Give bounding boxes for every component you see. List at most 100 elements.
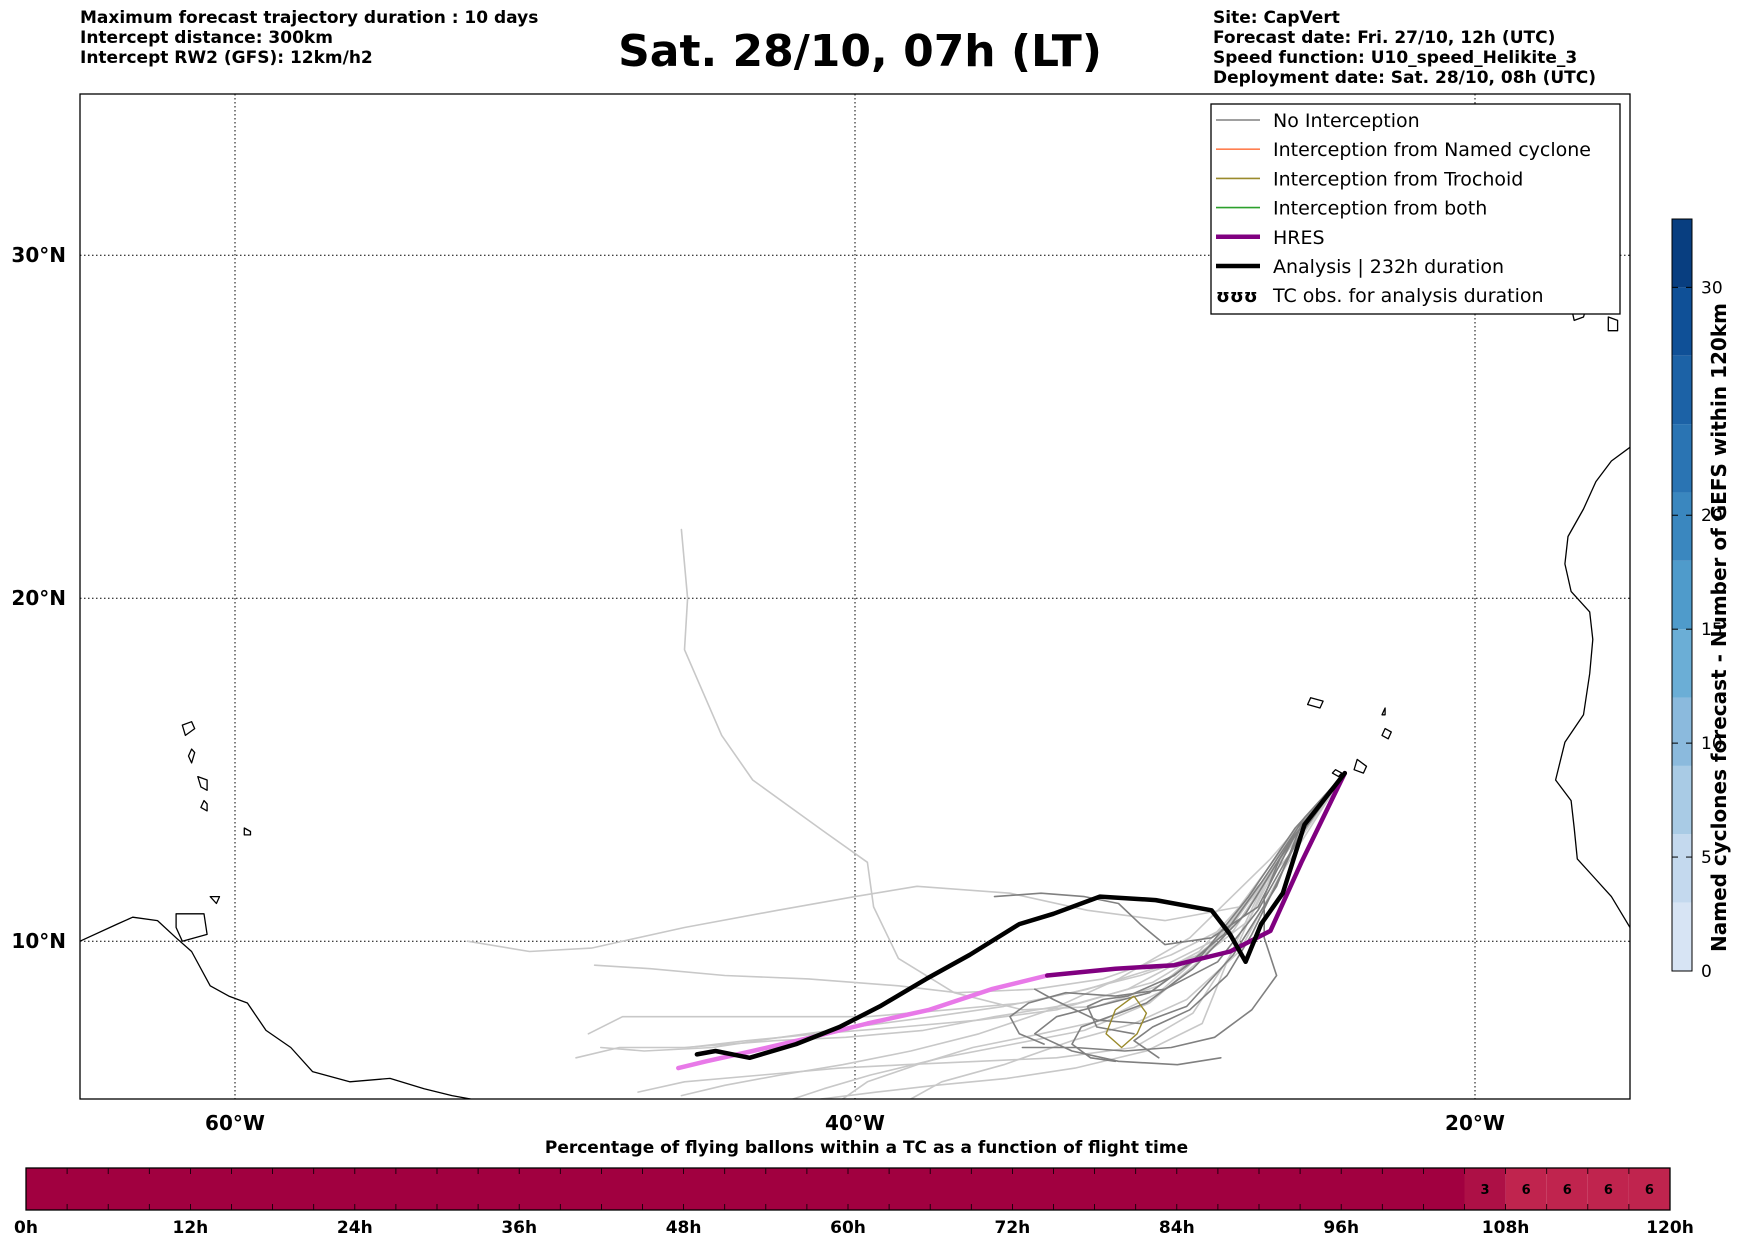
ensemble-trajectory xyxy=(599,772,1346,1052)
trajectories xyxy=(466,528,1348,1099)
info-deployment-date: Deployment date: Sat. 28/10, 08h (UTC) xyxy=(1213,68,1597,88)
analysis-trajectory xyxy=(694,770,1348,1061)
colorbar-segment xyxy=(1672,287,1692,356)
legend-label-analysis-232h-duration: Analysis | 232h duration xyxy=(1273,256,1504,278)
legend-label-interception-from-both: Interception from both xyxy=(1273,198,1487,220)
ensemble-trajectory xyxy=(575,772,1346,1059)
lon-label: 40°W xyxy=(825,1111,885,1135)
coastline-santo-antao xyxy=(1306,697,1324,709)
hres-trajectory xyxy=(1044,770,1348,978)
ensemble-trajectory xyxy=(466,772,1346,953)
coastline-fuerteventura xyxy=(1646,300,1668,321)
colorbar-segment xyxy=(1672,492,1692,561)
timebar-tick-label: 12h xyxy=(173,1218,209,1238)
ensemble-trajectory xyxy=(1021,772,1346,1052)
ensemble-trajectory xyxy=(820,772,1346,1099)
map-axis-labels: 60°W 40°W 20°W 30°N 20°N 10°N xyxy=(11,243,1505,1135)
colorbar-segment xyxy=(1672,902,1692,971)
timebar-tick-label: 108h xyxy=(1482,1218,1530,1238)
lat-label: 20°N xyxy=(11,586,66,610)
lat-label: 10°N xyxy=(11,929,66,953)
colorbar-segment xyxy=(1672,697,1692,766)
legend-label-tc-obs-for-analysis-duration: TC obs. for analysis duration xyxy=(1272,285,1544,307)
header-left-info: Maximum forecast trajectory duration : 1… xyxy=(80,8,538,68)
timebar-frame xyxy=(25,1167,1671,1211)
legend-box xyxy=(1210,103,1621,315)
ensemble-trajectory xyxy=(587,772,1346,1035)
coastline-barbados xyxy=(243,827,252,836)
map-grid xyxy=(80,94,1630,1099)
colorbar-frame xyxy=(1671,218,1693,972)
timebar-tick-label: 72h xyxy=(995,1218,1031,1238)
map-legend: No Interception Interception from Named c… xyxy=(1210,103,1621,315)
cyclone-colorbar: 0 5 10 15 20 30 xyxy=(1671,218,1723,982)
ensemble-trajectory xyxy=(841,772,1346,1099)
timebar-tick-label: 96h xyxy=(1323,1218,1359,1238)
timebar-cell-value: 6 xyxy=(1563,1183,1572,1198)
coastline-santiago xyxy=(1353,758,1368,774)
coastline-fogo xyxy=(1331,769,1343,778)
coastline-south-america-coast xyxy=(80,916,471,1099)
ensemble-trajectory xyxy=(680,772,1346,1097)
coastline-trinidad xyxy=(175,913,208,942)
ensemble-trajectory xyxy=(593,772,1346,994)
timebar-cell-value: 6 xyxy=(1645,1183,1654,1198)
info-site: Site: CapVert xyxy=(1213,8,1340,28)
info-max-duration: Maximum forecast trajectory duration : 1… xyxy=(80,8,539,28)
ensemble-trajectory xyxy=(1034,772,1346,1025)
ensemble-trajectory xyxy=(1086,772,1346,1035)
info-intercept-distance: Intercept distance: 300km xyxy=(80,28,333,48)
coastline-guadeloupe xyxy=(181,721,196,737)
hres-trajectory-late xyxy=(676,973,1050,1071)
coastline-boa-vista xyxy=(1381,727,1392,740)
info-forecast-date: Forecast date: Fri. 27/10, 12h (UTC) xyxy=(1213,28,1556,48)
legend-label-no-interception: No Interception xyxy=(1273,110,1420,132)
coastlines xyxy=(80,295,1668,1099)
ensemble-trajectory xyxy=(1009,772,1346,1045)
coastline-sal xyxy=(1381,707,1386,716)
colorbar-segment xyxy=(1672,834,1692,903)
legend-label-interception-from-named-cyclone: Interception from Named cyclone xyxy=(1273,139,1591,161)
coastline-st-lucia xyxy=(200,799,208,812)
timebar-cell-value: 3 xyxy=(1481,1183,1490,1198)
lon-label: 60°W xyxy=(205,1111,265,1135)
legend-label-hres: HRES xyxy=(1273,227,1325,249)
colorbar-tick-label: 5 xyxy=(1701,848,1712,868)
ensemble-trajectory xyxy=(1071,772,1346,1063)
ensemble-trajectory xyxy=(993,772,1346,946)
colorbar-segment xyxy=(1672,219,1692,288)
timebar-title: Percentage of flying ballons within a TC… xyxy=(544,1138,1189,1158)
colorbar-segment xyxy=(1672,424,1692,493)
tc-obs-icon: ʊʊʊ xyxy=(1216,286,1258,307)
colorbar-tick-label: 30 xyxy=(1701,278,1723,298)
colorbar-segment xyxy=(1672,355,1692,425)
trochoid-trajectory xyxy=(1105,995,1148,1049)
timebar-tick-label: 24h xyxy=(337,1218,373,1238)
map-frame xyxy=(79,93,1631,1100)
timebar-cell xyxy=(1464,1168,1506,1210)
colorbar-tick-label: 15 xyxy=(1701,620,1723,640)
timebar-cell xyxy=(26,1168,1465,1210)
colorbar-segment xyxy=(1672,629,1692,698)
timebar-tick-label: 48h xyxy=(666,1218,702,1238)
timebar-cell-value: 6 xyxy=(1522,1183,1531,1198)
ensemble-trajectory xyxy=(1034,772,1346,1066)
timebar-cell xyxy=(1628,1168,1670,1210)
lat-label: 30°N xyxy=(11,243,66,267)
coastline-tobago xyxy=(209,895,221,905)
colorbar-tick-label: 10 xyxy=(1701,734,1723,754)
ensemble-trajectory xyxy=(680,528,1346,1011)
colorbar-tick-label: 20 xyxy=(1701,506,1723,526)
timebar-cell xyxy=(1546,1168,1588,1210)
timebar-cell-value: 6 xyxy=(1604,1183,1613,1198)
info-speed-function: Speed function: U10_speed_Helikite_3 xyxy=(1213,48,1578,68)
timebar-cell xyxy=(1587,1168,1629,1210)
colorbar-tick-label: 0 xyxy=(1701,962,1712,982)
colorbar-label: Named cyclones forecast - Number of GEFS… xyxy=(1707,303,1731,952)
page-title: Sat. 28/10, 07h (LT) xyxy=(618,26,1102,77)
coastline-dominica xyxy=(187,748,196,764)
info-intercept-rw2: Intercept RW2 (GFS): 12km/h2 xyxy=(80,48,373,68)
timebar-tick-label: 36h xyxy=(501,1218,537,1238)
lon-label: 20°W xyxy=(1445,1111,1505,1135)
